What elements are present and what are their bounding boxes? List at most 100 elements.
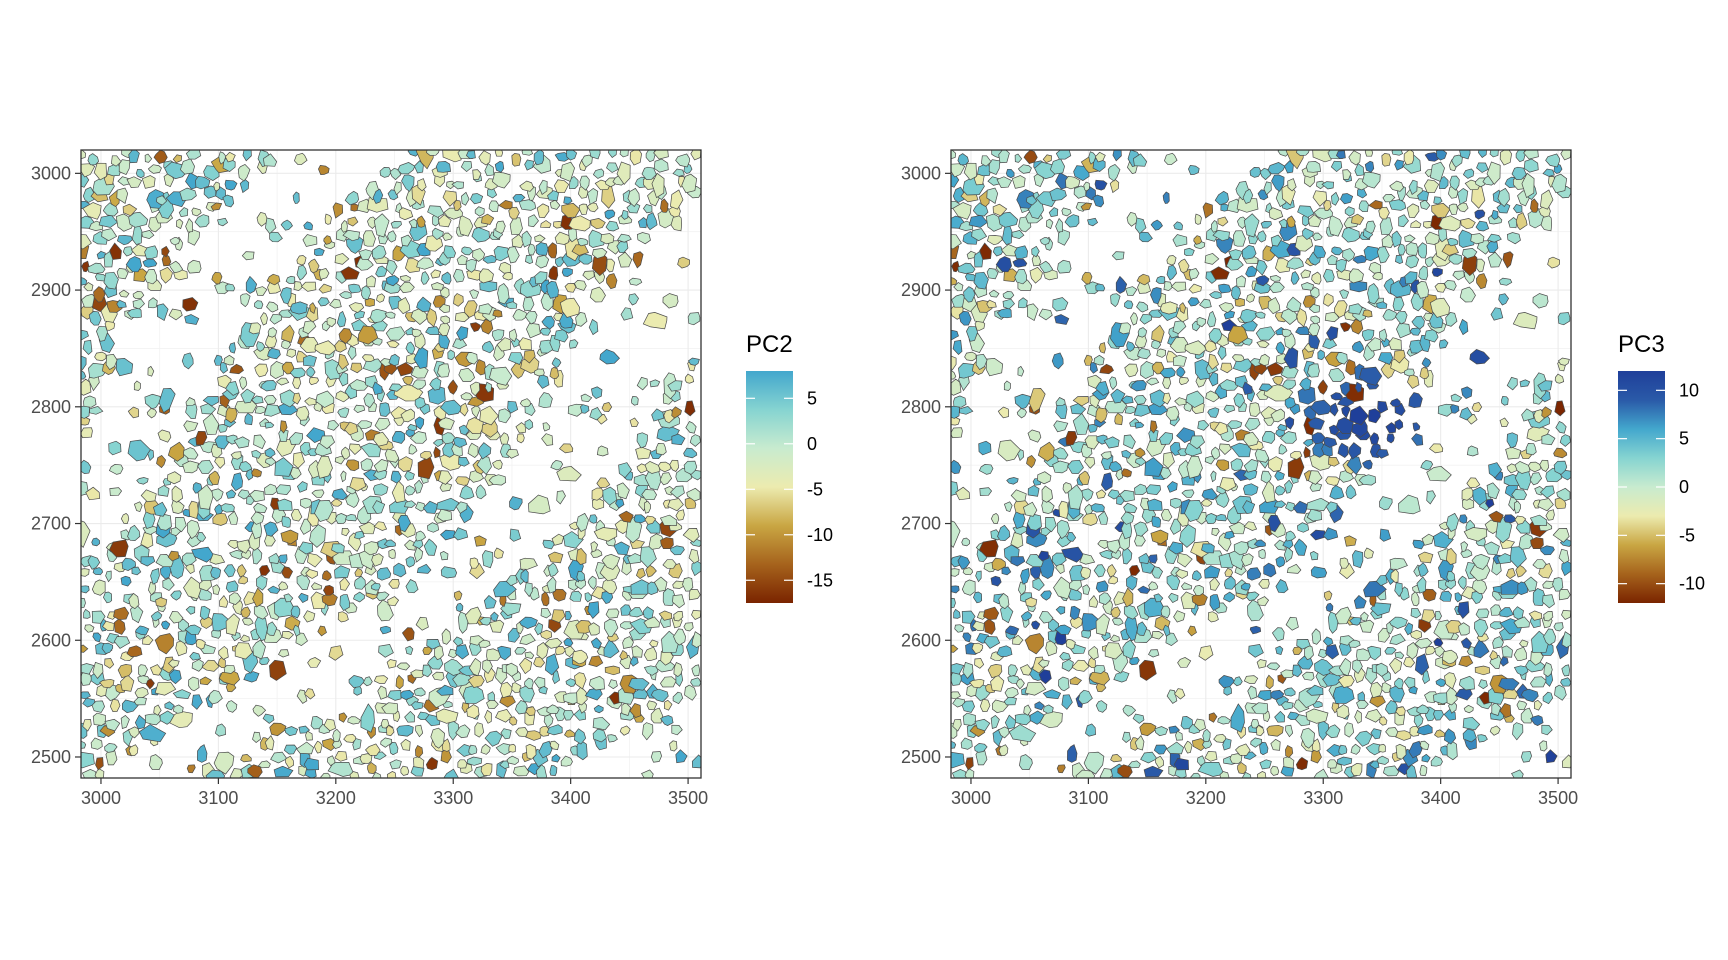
cell-polygon	[1262, 430, 1276, 444]
cell-polygon	[641, 489, 658, 501]
cell-polygon	[460, 160, 473, 173]
cell-polygon	[625, 516, 643, 544]
cell-polygon	[239, 634, 250, 642]
cell-polygon	[1025, 597, 1038, 608]
cell-polygon	[254, 363, 269, 378]
cell-polygon	[620, 604, 633, 616]
cell-polygon	[1379, 496, 1393, 511]
cell-polygon	[1001, 243, 1019, 257]
cell-polygon	[414, 416, 425, 430]
cell-polygon	[1274, 710, 1286, 723]
cell-polygon	[1123, 347, 1141, 361]
cell-polygon	[560, 755, 573, 767]
cell-polygon	[998, 744, 1009, 756]
cell-polygon	[1499, 150, 1512, 166]
cell-polygon	[1083, 181, 1090, 192]
cell-polygon	[318, 283, 332, 294]
cell-polygon	[576, 512, 589, 532]
cell-polygon	[455, 501, 468, 514]
cell-polygon	[266, 273, 281, 286]
cell-polygon	[1061, 694, 1073, 710]
cell-polygon	[1178, 258, 1190, 274]
cell-polygon	[1490, 604, 1503, 616]
cell-polygon	[437, 363, 450, 378]
cell-polygon	[461, 191, 470, 206]
cell-polygon	[458, 456, 470, 467]
cell-polygon	[116, 268, 129, 280]
cell-polygon	[1458, 655, 1474, 667]
cell-polygon	[617, 214, 633, 225]
cell-polygon	[389, 759, 402, 770]
cell-polygon	[432, 227, 444, 241]
cell-polygon	[1498, 277, 1513, 286]
cell-polygon	[1307, 322, 1321, 337]
cell-polygon	[973, 591, 983, 604]
cell-polygon	[305, 569, 318, 579]
y-tick-label: 2600	[901, 630, 941, 650]
cell-polygon	[1460, 541, 1469, 553]
cell-polygon	[316, 455, 333, 479]
cell-polygon	[404, 500, 417, 508]
cell-polygon	[472, 247, 486, 262]
cell-polygon	[257, 760, 271, 769]
cell-polygon	[487, 186, 498, 199]
cell-polygon	[1367, 283, 1380, 305]
cell-polygon	[1313, 768, 1329, 778]
cell-polygon	[1530, 198, 1539, 213]
cell-polygon	[642, 606, 654, 620]
cell-polygon	[1310, 315, 1320, 325]
cell-polygon	[1148, 554, 1158, 564]
cell-polygon	[1108, 461, 1123, 472]
cell-polygon	[1037, 659, 1050, 668]
cell-polygon	[432, 439, 444, 448]
cell-polygon	[986, 187, 999, 204]
cell-polygon	[1379, 217, 1393, 235]
cell-polygon	[1308, 470, 1323, 485]
cell-polygon	[1394, 159, 1404, 171]
cell-polygon	[1421, 753, 1431, 763]
cell-polygon	[263, 395, 277, 405]
cell-polygon	[675, 749, 688, 764]
cell-polygon	[1137, 347, 1151, 360]
cell-polygon	[536, 642, 549, 660]
cell-polygon	[298, 592, 309, 604]
cell-polygon	[605, 220, 620, 232]
cell-polygon	[267, 347, 281, 360]
cell-polygon	[524, 582, 533, 598]
cell-polygon	[265, 457, 277, 467]
cell-polygon	[353, 310, 366, 320]
cell-polygon	[1095, 700, 1108, 713]
cell-polygon	[1151, 324, 1165, 343]
cell-polygon	[1311, 628, 1322, 645]
cell-polygon	[142, 634, 154, 645]
cell-polygon	[292, 392, 301, 405]
cell-polygon	[1486, 161, 1501, 185]
cell-polygon	[552, 588, 567, 602]
cell-polygon	[1471, 591, 1484, 605]
cell-polygon	[248, 322, 262, 335]
cell-polygon	[1446, 740, 1458, 761]
cell-polygon	[481, 420, 498, 438]
cell-polygon	[414, 479, 424, 494]
cell-polygon	[1223, 684, 1232, 696]
cell-polygon	[1089, 595, 1099, 608]
cell-polygon	[1247, 685, 1258, 700]
cell-polygon	[1079, 553, 1096, 565]
cell-polygon	[121, 557, 137, 571]
cell-polygon	[92, 567, 103, 576]
cell-polygon	[169, 237, 181, 246]
cell-polygon	[155, 597, 168, 608]
cell-polygon	[961, 700, 975, 713]
cell-polygon	[1348, 303, 1363, 315]
cell-polygon	[1486, 482, 1500, 500]
cell-polygon	[420, 450, 433, 460]
cell-polygon	[329, 298, 342, 309]
cell-polygon	[103, 271, 119, 290]
cell-polygon	[214, 503, 224, 515]
cell-polygon	[1377, 400, 1389, 414]
cell-polygon	[1306, 684, 1324, 696]
cell-polygon	[1394, 651, 1405, 660]
cell-polygon	[140, 532, 154, 549]
cell-polygon	[1212, 229, 1230, 242]
cell-polygon	[671, 433, 686, 446]
